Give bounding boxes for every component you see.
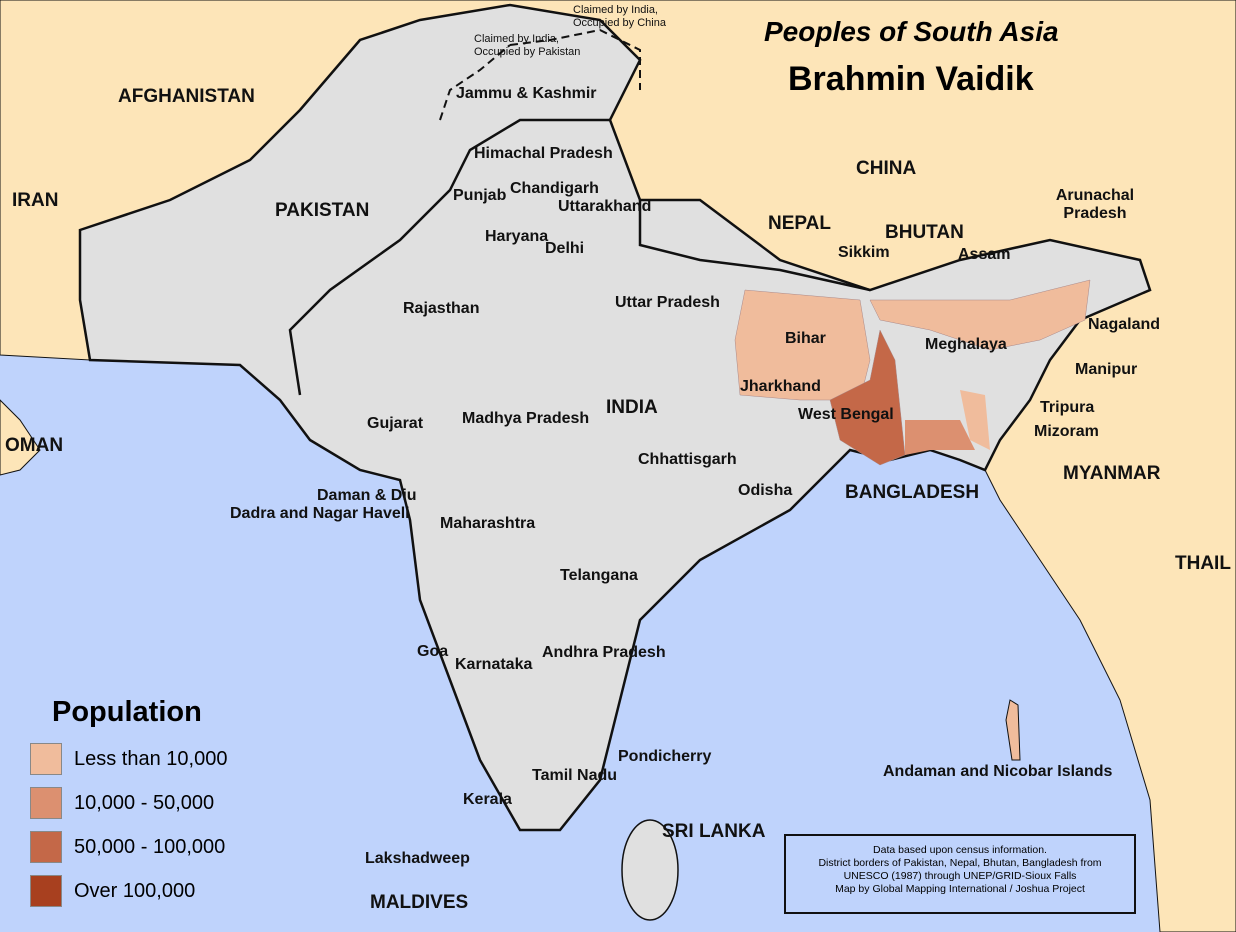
label-maharashtra: Maharashtra <box>440 515 536 532</box>
label-andaman-nicobar: Andaman and Nicobar Islands <box>883 763 1113 780</box>
shaded-west-bengal <box>829 329 906 466</box>
legend: Population Less than 10,000 10,000 - 50,… <box>30 696 227 913</box>
label-disputed-china: Claimed by India, Occupied by China <box>573 4 666 29</box>
legend-title: Population <box>52 696 202 728</box>
label-chandigarh: Chandigarh <box>510 180 599 197</box>
credit-line: UNESCO (1987) through UNEP/GRID-Sioux Fa… <box>843 870 1077 882</box>
shaded-assam <box>869 279 1091 351</box>
label-pakistan: PAKISTAN <box>275 200 370 221</box>
credit-line: Data based upon census information. <box>873 844 1047 856</box>
nepal-border <box>638 200 871 292</box>
label-pondicherry: Pondicherry <box>618 748 712 765</box>
label-kerala: Kerala <box>463 791 512 808</box>
label-sikkim: Sikkim <box>838 244 890 261</box>
label-tripura: Tripura <box>1040 399 1095 416</box>
label-dadra-nagar-haveli: Dadra and Nagar Haveli <box>230 505 410 522</box>
label-daman-diu: Daman & Diu <box>317 487 417 504</box>
legend-swatch <box>30 875 62 907</box>
label-himachal-pradesh: Himachal Pradesh <box>474 145 613 162</box>
label-bihar: Bihar <box>785 330 826 347</box>
legend-label: 50,000 - 100,000 <box>74 835 226 858</box>
label-haryana: Haryana <box>485 228 549 245</box>
label-mizoram: Mizoram <box>1034 423 1099 440</box>
shaded-bengal-lower <box>905 420 975 455</box>
oman-land <box>0 399 41 476</box>
label-maldives: MALDIVES <box>370 892 469 913</box>
label-punjab: Punjab <box>453 187 507 204</box>
label-goa: Goa <box>417 643 449 660</box>
legend-item: 10,000 - 50,000 <box>30 781 227 825</box>
label-nagaland: Nagaland <box>1088 316 1161 333</box>
label-disputed-pakistan: Claimed by India, Occupied by Pakistan <box>474 33 581 58</box>
label-karnataka: Karnataka <box>455 656 533 673</box>
label-nepal: NEPAL <box>768 213 831 234</box>
label-jharkhand: Jharkhand <box>740 378 821 395</box>
shaded-tripura <box>960 390 990 450</box>
label-arunachal-pradesh: Arunachal Pradesh <box>1055 187 1135 222</box>
credits-box: Data based upon census information. Dist… <box>784 834 1136 914</box>
label-sri-lanka: SRI LANKA <box>662 821 766 842</box>
label-odisha: Odisha <box>738 482 793 499</box>
label-manipur: Manipur <box>1075 361 1138 378</box>
label-bangladesh: BANGLADESH <box>845 482 980 503</box>
andaman-islands <box>1005 699 1021 761</box>
label-myanmar: MYANMAR <box>1063 463 1161 484</box>
label-rajasthan: Rajasthan <box>403 300 480 317</box>
label-lakshadweep: Lakshadweep <box>365 850 470 867</box>
legend-label: Over 100,000 <box>74 879 196 902</box>
map-title: Brahmin Vaidik <box>788 60 1034 98</box>
map-series-title: Peoples of South Asia <box>764 16 1059 47</box>
label-gujarat: Gujarat <box>367 415 424 432</box>
label-india: INDIA <box>606 397 658 418</box>
label-jammu-kashmir: Jammu & Kashmir <box>456 85 597 102</box>
credit-line: District borders of Pakistan, Nepal, Bhu… <box>818 857 1102 869</box>
pakistan-india-border <box>288 118 610 396</box>
label-west-bengal: West Bengal <box>798 406 894 423</box>
label-uttarakhand: Uttarakhand <box>558 198 652 215</box>
label-telangana: Telangana <box>560 567 638 584</box>
label-uttar-pradesh: Uttar Pradesh <box>615 294 720 311</box>
label-iran: IRAN <box>12 190 59 211</box>
legend-label: 10,000 - 50,000 <box>74 791 215 814</box>
south-asia-region <box>78 3 1152 832</box>
legend-swatch <box>30 831 62 863</box>
label-bhutan: BHUTAN <box>885 222 964 243</box>
label-tamil-nadu: Tamil Nadu <box>532 767 618 784</box>
legend-label: Less than 10,000 <box>74 747 228 770</box>
label-madhya-pradesh: Madhya Pradesh <box>462 410 590 427</box>
label-china: CHINA <box>856 158 917 179</box>
label-delhi: Delhi <box>545 240 585 257</box>
credit-line: Map by Global Mapping International / Jo… <box>835 883 1085 895</box>
label-oman: OMAN <box>5 435 64 456</box>
label-assam: Assam <box>958 246 1011 263</box>
label-thailand: THAIL <box>1175 553 1231 574</box>
legend-swatch <box>30 743 62 775</box>
legend-item: 50,000 - 100,000 <box>30 825 227 869</box>
label-andhra-pradesh: Andhra Pradesh <box>542 644 666 661</box>
legend-item: Over 100,000 <box>30 869 227 913</box>
legend-item: Less than 10,000 <box>30 737 227 781</box>
disputed-border <box>439 28 641 121</box>
sri-lanka <box>621 819 679 921</box>
label-meghalaya: Meghalaya <box>925 336 1007 353</box>
label-chhattisgarh: Chhattisgarh <box>638 451 737 468</box>
legend-swatch <box>30 787 62 819</box>
label-afghanistan: AFGHANISTAN <box>118 86 255 107</box>
